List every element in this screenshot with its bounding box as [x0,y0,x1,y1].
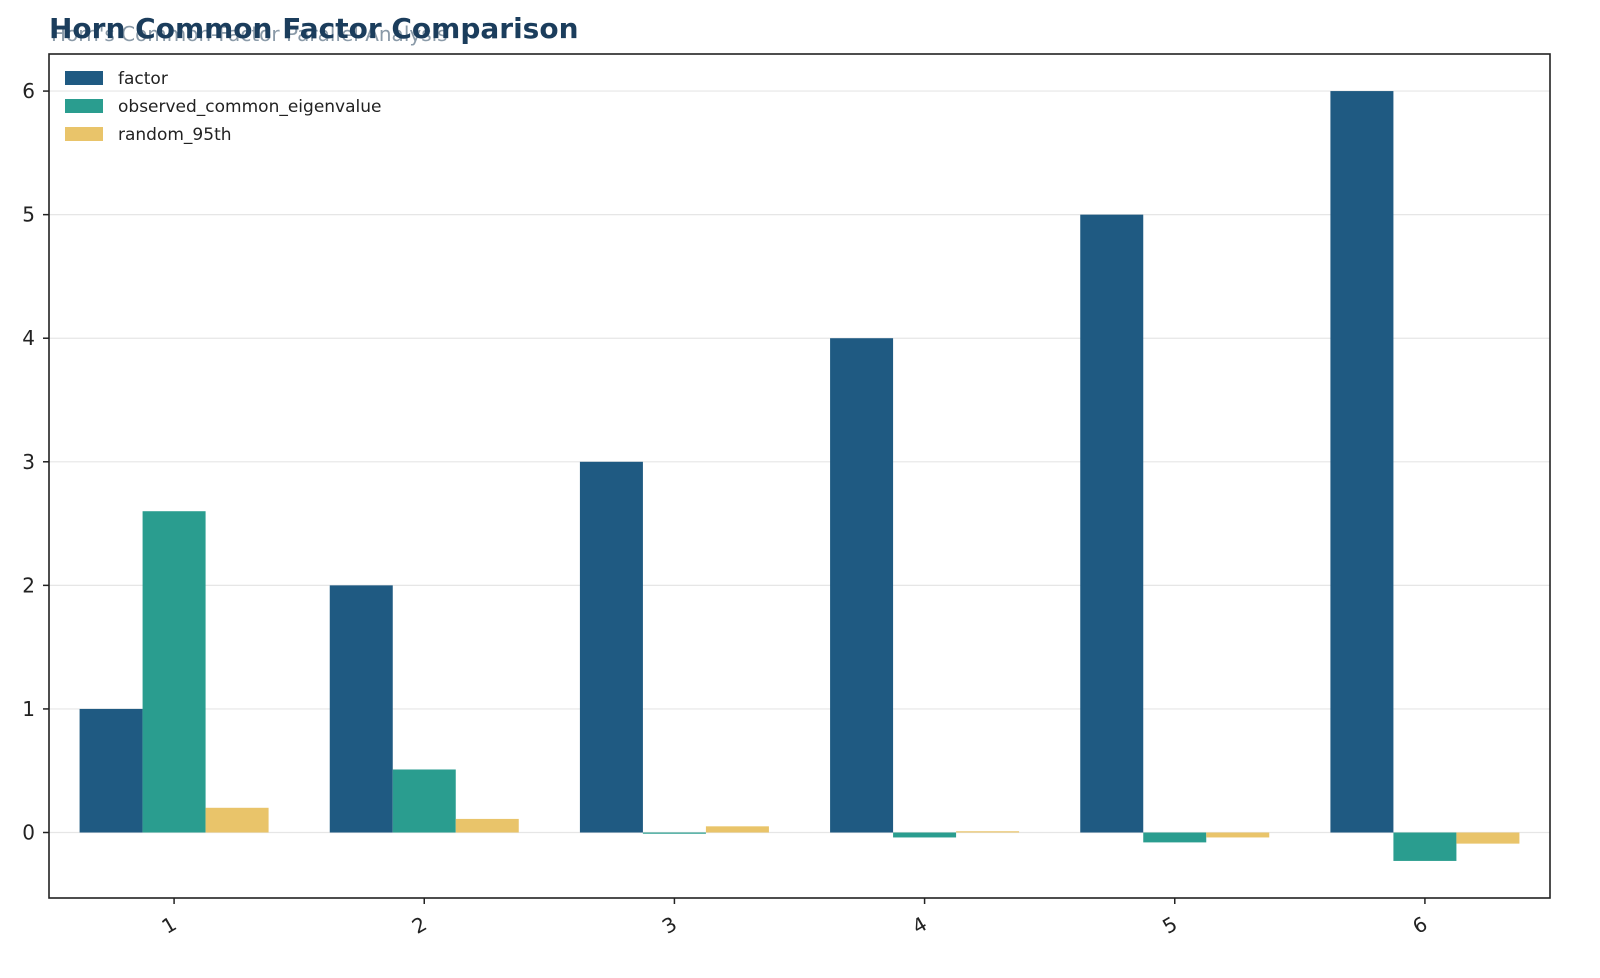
bar-random-95th [1206,832,1270,838]
bar-random-95th [205,807,269,833]
legend-swatch [65,127,103,141]
y-axis-ticks: 0 1 2 3 4 5 6 [22,79,49,845]
x-tick-label: 5 [1158,912,1181,939]
legend-label: random_95th [118,125,232,145]
y-tick-label: 1 [22,697,35,721]
chart-title: Horn Common Factor Comparison [49,12,579,45]
y-gridlines [49,90,1550,834]
y-tick-label: 2 [22,573,35,597]
bar-factor [79,708,143,833]
legend-swatch [65,71,103,85]
axes-frame [48,53,1551,899]
bars [79,91,1520,861]
bar-factor [329,585,393,833]
bar-random-95th [455,818,519,833]
bar-observed-common-eigenvalue [1393,832,1457,861]
x-tick-label: 3 [658,912,681,939]
bar-observed-common-eigenvalue [392,769,456,833]
y-tick-label: 4 [22,326,35,350]
plot-area: 0 1 2 3 4 5 6 1 2 3 4 5 6 factor observed_common_eigen… [22,53,1551,939]
bar-random-95th [1456,832,1520,844]
legend-label: observed_common_eigenvalue [118,97,382,117]
y-tick-label: 5 [22,203,35,227]
x-tick-label: 6 [1408,912,1431,939]
bar-factor [579,461,643,833]
legend-label: factor [118,69,168,89]
legend: factor observed_common_eigenvalue random_9… [65,69,382,145]
bar-observed-common-eigenvalue [642,832,706,834]
title-area: Horn's Common-Factor Parallel Analysis H… [49,10,1249,50]
bar-random-95th [956,831,1020,833]
x-axis-ticks: 1 2 3 4 5 6 [158,898,1431,939]
bar-observed-common-eigenvalue [1143,832,1207,843]
x-tick-label: 1 [158,912,181,939]
y-tick-label: 3 [22,450,35,474]
x-tick-label: 2 [408,912,431,939]
bar-observed-common-eigenvalue [142,511,206,833]
chart-subtitle: Horn's Common-Factor Parallel Analysis [51,22,448,46]
y-tick-label: 6 [22,79,35,103]
y-tick-label: 0 [22,821,35,845]
bar-factor [830,338,894,833]
bar-observed-common-eigenvalue [893,832,957,838]
bar-factor [1330,91,1394,833]
bar-factor [1080,214,1144,833]
legend-swatch [65,99,103,113]
x-tick-label: 4 [908,912,931,939]
bar-random-95th [705,826,769,833]
